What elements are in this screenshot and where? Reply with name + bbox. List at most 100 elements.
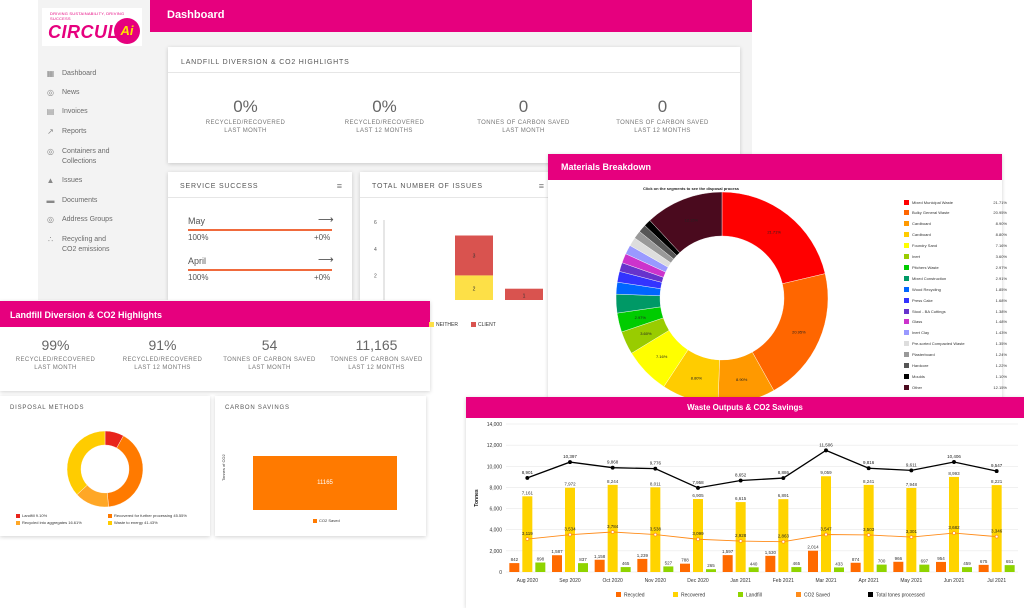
- waste-line-point: [738, 539, 743, 543]
- materials-legend-item[interactable]: Pre-sorted Compacted Waste 1.35%: [904, 339, 1019, 349]
- waste-bar-label: 8,244: [607, 479, 619, 484]
- waste-line-point: [781, 539, 786, 544]
- disposal-slice: [66, 430, 106, 495]
- materials-legend-item[interactable]: Cardboard 8.90%: [904, 219, 1019, 229]
- sidebar-item[interactable]: ◎ Address Groups: [46, 215, 142, 225]
- waste-line-label: 8,652: [735, 473, 747, 478]
- waste-line-co2: [527, 531, 997, 543]
- waste-line-label: 9,816: [863, 460, 875, 465]
- sidebar-item[interactable]: ∴ Recycling and CO2 emissions: [46, 235, 142, 255]
- waste-bar-recycled: [893, 561, 904, 572]
- waste-bar-label: 8,221: [991, 479, 1003, 484]
- issues-legend-item: CLIENT: [471, 322, 496, 328]
- waste-bar-recovered: [607, 484, 618, 572]
- waste-line-point: [952, 460, 956, 464]
- waste-bar-recycled: [722, 555, 733, 572]
- waste-x-tick: May 2021: [900, 578, 922, 584]
- waste-bar-label: 651: [1006, 559, 1014, 564]
- waste-bar-landfill: [578, 563, 588, 572]
- filter-icon[interactable]: ≡: [336, 181, 342, 191]
- materials-legend-item[interactable]: Pitchers Waste 2.97%: [904, 262, 1019, 272]
- waste-bar-label: 1,587: [551, 549, 563, 554]
- sidebar-item[interactable]: ▬ Documents: [46, 196, 142, 206]
- materials-legend-item[interactable]: Inert Clay 1.43%: [904, 328, 1019, 338]
- kpi-label: RECYCLED/RECOVERED: [205, 120, 286, 126]
- kpi-sublabel: LAST 12 MONTHS: [356, 128, 413, 134]
- service-success-card: SERVICE SUCCESS ≡ May ⟶ 100% +0% April ⟶ 100% +…: [168, 172, 352, 300]
- arrow-right-icon[interactable]: ⟶: [318, 214, 334, 226]
- materials-legend-item[interactable]: Stool - BA Cuttings 1.38%: [904, 306, 1019, 316]
- sidebar-item[interactable]: ◎ News: [46, 88, 142, 98]
- materials-legend-item[interactable]: Hardcore 1.22%: [904, 361, 1019, 371]
- page-title: Dashboard: [167, 9, 225, 21]
- waste-line-label: 8,901: [522, 470, 534, 475]
- issues-y-tick: 2: [374, 273, 377, 279]
- kpi-sublabel: LAST MONTH: [502, 128, 545, 134]
- waste-line-point: [610, 530, 615, 534]
- carbon-bar[interactable]: [253, 456, 397, 510]
- disposal-donut-chart: [66, 430, 144, 508]
- materials-legend-item[interactable]: Press Cake 1.68%: [904, 295, 1019, 305]
- service-progress-bar: [188, 229, 332, 231]
- sidebar-item-label: Recycling and CO2 emissions: [62, 236, 110, 253]
- materials-slice-label: 20.95%: [792, 329, 806, 334]
- kpi-sublabel: LAST MONTH: [248, 365, 291, 371]
- materials-legend-item[interactable]: Mixed Construction 2.91%: [904, 273, 1019, 283]
- waste-line-label: 2,863: [778, 534, 790, 539]
- sidebar-item[interactable]: ◎ Containers and Collections: [46, 147, 142, 167]
- waste-line-point: [866, 533, 871, 537]
- sidebar-item[interactable]: ▲ Issues: [46, 176, 142, 186]
- waste-line-label: 3,099: [692, 531, 704, 536]
- kpi-sublabel: LAST 12 MONTHS: [134, 365, 191, 371]
- waste-bar-recycled: [552, 555, 562, 572]
- logo-tagline: DRIVING SUSTAINABILITY, DRIVING SUCCESS: [50, 11, 125, 21]
- materials-legend-item[interactable]: Cardboard 8.80%: [904, 230, 1019, 240]
- materials-legend-item[interactable]: Plasterboard 1.24%: [904, 350, 1019, 360]
- disposal-legend-item: Landfill 9.10%: [16, 513, 47, 518]
- arrow-right-icon[interactable]: ⟶: [318, 254, 334, 266]
- waste-line-label: 3,503: [863, 527, 875, 532]
- carbon-bar-label: 11165: [317, 480, 333, 486]
- waste-y-tick: 12,000: [487, 443, 503, 449]
- materials-legend-item[interactable]: Inert 3.60%: [904, 252, 1019, 262]
- materials-breakdown-card: Materials Breakdown Click on the segment…: [548, 154, 1007, 404]
- waste-bar-label: 1,597: [722, 549, 734, 554]
- issues-card: TOTAL NUMBER OF ISSUES ≡ 024623April1May: [360, 172, 554, 300]
- waste-bar-recovered: [522, 496, 533, 572]
- waste-x-tick: Jan 2021: [730, 578, 751, 584]
- filter-icon[interactable]: ≡: [538, 181, 544, 191]
- materials-legend-item[interactable]: Other 12.15%: [904, 382, 1019, 392]
- folder-icon: ▬: [46, 196, 55, 205]
- waste-y-tick: 14,000: [487, 422, 503, 428]
- waste-bar-recovered: [735, 502, 746, 572]
- waste-x-tick: Aug 2020: [517, 578, 539, 584]
- waste-bar-label: 2,014: [807, 545, 819, 550]
- materials-legend-item[interactable]: Moulds 1.10%: [904, 371, 1019, 381]
- waste-bar-label: 6,905: [692, 493, 704, 498]
- waste-y-tick: 2,000: [489, 549, 502, 555]
- waste-line-label: 10,406: [947, 454, 961, 459]
- waste-bar-label: 8,993: [948, 471, 960, 476]
- circulai-logo[interactable]: DRIVING SUSTAINABILITY, DRIVING SUCCESS …: [42, 8, 142, 46]
- waste-bar-landfill: [748, 567, 759, 572]
- waste-bar-landfill: [876, 564, 887, 572]
- materials-slice-label: 2.97%: [635, 315, 647, 320]
- waste-bar-label: 1,158: [594, 554, 606, 559]
- waste-bar-landfill: [663, 566, 674, 572]
- waste-legend-swatch: [616, 592, 621, 597]
- materials-legend-item[interactable]: Glass 1.48%: [904, 317, 1019, 327]
- sidebar-item[interactable]: ▤ Invoices: [46, 107, 142, 117]
- service-change: +0%: [314, 233, 331, 242]
- materials-slice: [649, 192, 723, 253]
- materials-legend-item[interactable]: Wood Recycling 1.85%: [904, 284, 1019, 294]
- materials-legend-item[interactable]: Foundry Sand 7.16%: [904, 241, 1019, 251]
- waste-x-tick: Apr 2021: [859, 578, 880, 584]
- sidebar-item[interactable]: ▦ Dashboard: [46, 69, 142, 79]
- sidebar-item[interactable]: ↗ Reports: [46, 127, 142, 137]
- waste-line-label: 3,534: [564, 527, 576, 532]
- materials-legend-item[interactable]: Bulky General Waste 20.95%: [904, 208, 1019, 218]
- materials-legend-item[interactable]: Mixed Municipal Waste 21.71%: [904, 197, 1019, 207]
- waste-legend-label: Recovered: [681, 593, 705, 599]
- waste-legend-label: Total tones processed: [876, 593, 925, 599]
- waste-line-total: [527, 449, 997, 489]
